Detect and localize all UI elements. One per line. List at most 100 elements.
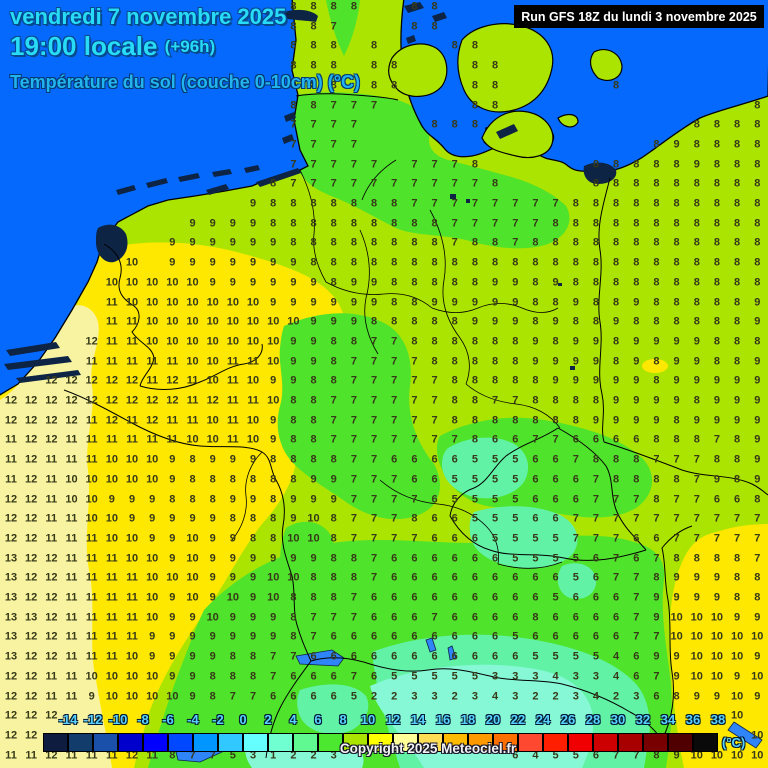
grid-value: 10	[186, 296, 199, 308]
grid-value: 7	[370, 374, 378, 387]
grid-value: 6	[431, 552, 438, 565]
grid-value: 7	[391, 433, 398, 446]
legend-tick-label: 12	[385, 712, 401, 727]
grid-value: 10	[85, 493, 98, 505]
grid-value: 7	[411, 433, 418, 446]
grid-value: 8	[290, 414, 297, 427]
grid-value: 8	[370, 79, 378, 92]
grid-value: 9	[592, 335, 599, 348]
grid-value: 2	[552, 690, 559, 702]
grid-value: 8	[330, 197, 337, 210]
grid-value: 10	[287, 532, 300, 545]
grid-value: 11	[85, 552, 98, 565]
grid-value: 5	[391, 670, 398, 683]
grid-value: 9	[290, 493, 297, 505]
grid-value: 9	[713, 571, 720, 584]
grid-value: 10	[146, 335, 159, 348]
grid-value: 8	[189, 453, 196, 466]
grid-value: 8	[330, 453, 337, 466]
grid-value: 8	[391, 256, 398, 269]
grid-value: 10	[146, 453, 159, 466]
grid-value: 8	[471, 394, 478, 407]
legend-cell	[443, 733, 468, 752]
grid-value: 3	[532, 670, 539, 683]
grid-value: 9	[754, 414, 761, 427]
grid-value: 7	[350, 118, 357, 131]
legend-tick-label: 0	[239, 712, 247, 727]
grid-value: 10	[125, 276, 139, 289]
grid-value: 10	[85, 473, 98, 486]
grid-value: 7	[673, 453, 680, 466]
grid-value: 10	[690, 670, 703, 683]
grid-value: 5	[552, 650, 559, 663]
grid-value: 7	[290, 650, 297, 663]
grid-value: 9	[270, 374, 277, 387]
grid-value: 8	[471, 158, 478, 171]
grid-value: 8	[310, 20, 317, 33]
grid-value: 10	[105, 453, 118, 466]
grid-value: 8	[653, 355, 660, 368]
grid-value: 10	[206, 355, 219, 368]
grid-value: 6	[391, 591, 398, 604]
islet-2	[432, 12, 447, 22]
grid-value: 12	[25, 709, 38, 722]
grid-value: 7	[310, 611, 317, 624]
grid-value: 2	[451, 690, 458, 702]
grid-value: 6	[431, 630, 438, 643]
oder-lake	[570, 366, 575, 370]
grid-value: 12	[206, 394, 219, 407]
grid-value: 8	[290, 20, 297, 33]
grid-value: 8	[471, 79, 478, 92]
grid-value: 8	[734, 296, 741, 308]
grid-value: 8	[734, 276, 741, 289]
grid-value: 8	[613, 276, 620, 289]
grid-value: 11	[186, 414, 199, 427]
grid-value: 6	[310, 650, 317, 663]
grid-value: 8	[411, 512, 418, 525]
grid-value: 6	[411, 611, 418, 624]
grid-value: 10	[206, 414, 219, 427]
grid-value: 8	[693, 138, 700, 151]
grid-value: 12	[85, 374, 98, 387]
grid-value: 10	[670, 630, 683, 643]
grid-value: 11	[186, 394, 199, 407]
grid-value: 8	[734, 158, 741, 171]
grid-value: 9	[492, 296, 499, 308]
grid-value: 6	[613, 630, 620, 643]
grid-value: 7	[693, 493, 700, 505]
grid-value: 8	[734, 453, 741, 466]
island-moen	[557, 113, 579, 128]
legend-cell	[343, 733, 368, 752]
grid-value: 8	[713, 236, 720, 249]
grid-value: 7	[350, 138, 357, 151]
legend-cell	[43, 733, 68, 752]
grid-value: 7	[350, 355, 357, 368]
grid-value: 8	[613, 256, 620, 269]
grid-value: 6	[290, 670, 297, 683]
grid-value: 10	[166, 296, 179, 308]
grid-value: 8	[310, 591, 317, 604]
grid-value: 8	[451, 39, 458, 52]
grid-value: 5	[471, 670, 478, 683]
grid-value: 10	[105, 532, 118, 545]
grid-value: 9	[350, 276, 357, 289]
grid-value: 8	[673, 177, 680, 190]
grid-value: 9	[653, 650, 660, 663]
grid-value: 8	[653, 177, 660, 190]
grid-value: 10	[246, 315, 260, 328]
grid-value: 5	[512, 453, 519, 466]
grid-value: 8	[270, 493, 277, 505]
grid-value: 9	[754, 433, 761, 446]
grid-value: 7	[370, 355, 378, 368]
grid-value: 12	[45, 591, 58, 604]
grid-value: 9	[169, 256, 176, 269]
grid-value: 6	[572, 473, 579, 486]
grid-value: 8	[290, 473, 297, 486]
grid-value: 7	[431, 177, 438, 190]
grid-value: 12	[4, 512, 18, 525]
grid-value: 8	[734, 571, 741, 584]
grid-value: 8	[189, 493, 196, 505]
grid-value: 8	[471, 256, 478, 269]
grid-value: 11	[227, 394, 239, 407]
